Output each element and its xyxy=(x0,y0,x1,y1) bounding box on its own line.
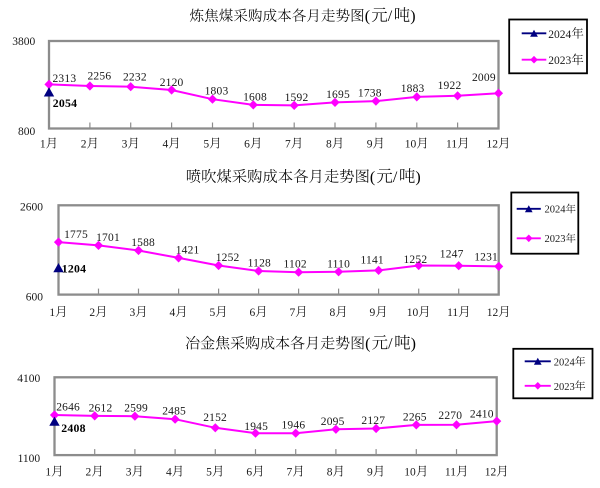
svg-text:2256: 2256 xyxy=(87,71,111,83)
svg-text:2270: 2270 xyxy=(438,410,462,422)
svg-text:1128: 1128 xyxy=(248,258,271,270)
svg-text:2: 2 xyxy=(89,307,95,319)
svg-text:1592: 1592 xyxy=(285,92,309,104)
svg-text:4: 4 xyxy=(166,467,172,479)
svg-text:2599: 2599 xyxy=(124,403,148,415)
svg-text:10: 10 xyxy=(407,307,419,319)
svg-text:12: 12 xyxy=(485,467,497,479)
svg-text:1: 1 xyxy=(49,307,55,319)
svg-text:5: 5 xyxy=(203,139,209,151)
svg-text:10: 10 xyxy=(405,139,417,151)
svg-text:1738: 1738 xyxy=(358,88,382,100)
svg-text:5: 5 xyxy=(209,307,215,319)
svg-text:8: 8 xyxy=(330,307,336,319)
svg-text:/: / xyxy=(388,335,393,352)
svg-text:8: 8 xyxy=(327,467,333,479)
svg-text:2410: 2410 xyxy=(470,409,494,421)
svg-text:1421: 1421 xyxy=(176,244,200,256)
svg-text:2: 2 xyxy=(81,139,87,151)
svg-text:1141: 1141 xyxy=(361,255,384,267)
svg-text:7: 7 xyxy=(289,307,295,319)
svg-text:2127: 2127 xyxy=(361,415,385,427)
svg-text:3: 3 xyxy=(126,467,132,479)
svg-text:1945: 1945 xyxy=(244,421,268,433)
svg-text:1588: 1588 xyxy=(131,237,155,249)
svg-text:2485: 2485 xyxy=(162,406,186,418)
svg-text:2120: 2120 xyxy=(160,77,184,89)
svg-text:2408: 2408 xyxy=(61,421,85,435)
svg-text:): ) xyxy=(411,335,416,352)
svg-text:1110: 1110 xyxy=(327,258,350,270)
svg-text:10: 10 xyxy=(404,467,416,479)
svg-text:5: 5 xyxy=(206,467,212,479)
svg-text:1204: 1204 xyxy=(62,261,86,275)
svg-text:1695: 1695 xyxy=(326,89,350,101)
svg-text:1883: 1883 xyxy=(401,83,425,95)
svg-text:9: 9 xyxy=(367,467,373,479)
svg-text:3: 3 xyxy=(122,139,128,151)
svg-text:2612: 2612 xyxy=(89,402,113,414)
svg-text:(: ( xyxy=(370,169,375,186)
svg-text:11: 11 xyxy=(445,467,456,479)
svg-text:2600: 2600 xyxy=(20,201,43,213)
svg-text:1252: 1252 xyxy=(403,254,427,266)
svg-text:4100: 4100 xyxy=(17,373,40,385)
svg-text:2095: 2095 xyxy=(321,416,345,428)
svg-text:7: 7 xyxy=(285,139,291,151)
svg-text:2152: 2152 xyxy=(203,412,227,424)
svg-text:6: 6 xyxy=(246,467,252,479)
svg-text:2023: 2023 xyxy=(548,55,571,67)
svg-text:600: 600 xyxy=(26,291,44,303)
svg-text:1247: 1247 xyxy=(440,248,464,260)
svg-text:2023: 2023 xyxy=(545,234,566,245)
svg-text:6: 6 xyxy=(249,307,255,319)
svg-text:11: 11 xyxy=(446,139,457,151)
svg-text:2646: 2646 xyxy=(56,402,80,414)
svg-text:9: 9 xyxy=(367,139,373,151)
svg-text:1946: 1946 xyxy=(281,420,305,432)
svg-text:7: 7 xyxy=(287,467,293,479)
svg-text:1922: 1922 xyxy=(438,80,462,92)
svg-text:/: / xyxy=(393,169,398,186)
svg-text:12: 12 xyxy=(487,139,499,151)
svg-text:3: 3 xyxy=(129,307,135,319)
svg-text:8: 8 xyxy=(326,139,332,151)
svg-text:1: 1 xyxy=(45,467,51,479)
svg-text:2054: 2054 xyxy=(53,96,77,110)
svg-text:2024: 2024 xyxy=(548,29,571,41)
svg-text:1252: 1252 xyxy=(216,252,240,264)
svg-text:): ) xyxy=(415,169,420,186)
svg-text:4: 4 xyxy=(162,139,168,151)
svg-text:2023: 2023 xyxy=(554,382,575,393)
svg-text:2024: 2024 xyxy=(554,357,576,368)
svg-text:1102: 1102 xyxy=(284,259,307,271)
svg-text:2: 2 xyxy=(86,467,92,479)
svg-text:12: 12 xyxy=(487,307,499,319)
svg-text:2313: 2313 xyxy=(52,73,76,85)
svg-text:2232: 2232 xyxy=(123,71,147,83)
svg-text:6: 6 xyxy=(244,139,250,151)
svg-text:2009: 2009 xyxy=(472,72,496,84)
svg-text:3800: 3800 xyxy=(12,36,35,48)
svg-text:11: 11 xyxy=(447,307,458,319)
svg-text:1775: 1775 xyxy=(64,229,88,241)
svg-text:1803: 1803 xyxy=(205,86,229,98)
svg-text:4: 4 xyxy=(169,307,175,319)
svg-text:(: ( xyxy=(365,8,370,25)
svg-text:1231: 1231 xyxy=(474,251,498,263)
svg-text:1608: 1608 xyxy=(243,91,267,103)
svg-text:): ) xyxy=(410,8,415,25)
svg-text:9: 9 xyxy=(370,307,376,319)
svg-text:1100: 1100 xyxy=(18,453,41,465)
svg-text:2024: 2024 xyxy=(545,205,567,216)
svg-text:800: 800 xyxy=(18,126,36,138)
svg-text:(: ( xyxy=(365,335,370,352)
svg-text:2265: 2265 xyxy=(403,411,427,423)
svg-text:/: / xyxy=(388,8,393,25)
svg-text:1701: 1701 xyxy=(96,232,120,244)
svg-text:1: 1 xyxy=(40,139,46,151)
